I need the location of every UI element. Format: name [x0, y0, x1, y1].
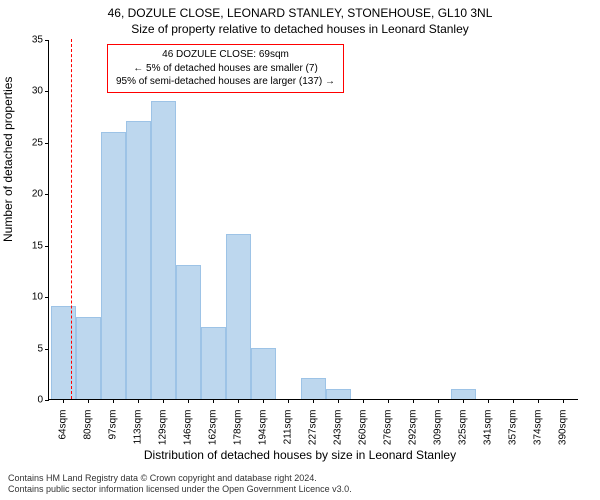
x-tick-label: 178sqm	[233, 410, 244, 450]
histogram-bar	[326, 389, 351, 399]
title-line1: 46, DOZULE CLOSE, LEONARD STANLEY, STONE…	[0, 6, 600, 20]
x-tick-mark	[563, 399, 564, 403]
x-tick-mark	[463, 399, 464, 403]
x-tick-label: 211sqm	[283, 410, 294, 450]
x-tick-mark	[188, 399, 189, 403]
x-tick-mark	[238, 399, 239, 403]
histogram-bar	[301, 378, 326, 399]
x-tick-mark	[388, 399, 389, 403]
x-tick-mark	[288, 399, 289, 403]
x-tick-mark	[488, 399, 489, 403]
x-tick-mark	[363, 399, 364, 403]
x-tick-label: 357sqm	[508, 410, 519, 450]
info-box-line2: ← 5% of detached houses are smaller (7)	[116, 62, 335, 76]
x-tick-mark	[438, 399, 439, 403]
y-tick-mark	[45, 91, 49, 92]
histogram-bar	[101, 132, 126, 399]
x-tick-mark	[263, 399, 264, 403]
x-tick-label: 64sqm	[58, 410, 69, 450]
x-tick-label: 390sqm	[558, 410, 569, 450]
y-tick-label: 20	[23, 189, 43, 200]
histogram-bar	[251, 348, 276, 399]
x-tick-label: 292sqm	[408, 410, 419, 450]
info-box: 46 DOZULE CLOSE: 69sqm ← 5% of detached …	[107, 44, 344, 93]
y-tick-label: 5	[23, 343, 43, 354]
x-tick-label: 309sqm	[433, 410, 444, 450]
x-tick-mark	[63, 399, 64, 403]
info-box-line3: 95% of semi-detached houses are larger (…	[116, 75, 335, 89]
x-tick-mark	[538, 399, 539, 403]
x-tick-label: 162sqm	[208, 410, 219, 450]
y-tick-label: 15	[23, 240, 43, 251]
footer-line1: Contains HM Land Registry data © Crown c…	[8, 473, 352, 485]
y-tick-mark	[45, 400, 49, 401]
x-tick-label: 146sqm	[183, 410, 194, 450]
y-tick-mark	[45, 194, 49, 195]
histogram-bar	[76, 317, 101, 399]
x-tick-mark	[513, 399, 514, 403]
histogram-bar	[226, 234, 251, 399]
y-tick-mark	[45, 349, 49, 350]
y-axis-label: Number of detached properties	[1, 77, 15, 242]
x-tick-mark	[163, 399, 164, 403]
x-tick-mark	[213, 399, 214, 403]
y-tick-label: 25	[23, 137, 43, 148]
reference-line	[71, 39, 72, 399]
title-line2: Size of property relative to detached ho…	[0, 22, 600, 36]
y-tick-label: 10	[23, 292, 43, 303]
x-tick-label: 243sqm	[333, 410, 344, 450]
x-tick-label: 325sqm	[458, 410, 469, 450]
x-tick-label: 341sqm	[483, 410, 494, 450]
y-tick-label: 35	[23, 35, 43, 46]
x-tick-mark	[313, 399, 314, 403]
y-tick-mark	[45, 40, 49, 41]
histogram-bar	[176, 265, 201, 399]
histogram-bar	[151, 101, 176, 399]
x-tick-mark	[113, 399, 114, 403]
x-tick-label: 113sqm	[133, 410, 144, 450]
x-tick-mark	[138, 399, 139, 403]
x-tick-mark	[338, 399, 339, 403]
footer-line2: Contains public sector information licen…	[8, 484, 352, 496]
histogram-bar	[201, 327, 226, 399]
info-box-line1: 46 DOZULE CLOSE: 69sqm	[116, 48, 335, 62]
footer: Contains HM Land Registry data © Crown c…	[8, 473, 352, 496]
chart-plot-area: 46 DOZULE CLOSE: 69sqm ← 5% of detached …	[48, 40, 578, 400]
x-tick-label: 260sqm	[358, 410, 369, 450]
y-tick-mark	[45, 297, 49, 298]
histogram-bar	[126, 121, 151, 399]
x-tick-label: 276sqm	[383, 410, 394, 450]
x-tick-label: 227sqm	[308, 410, 319, 450]
x-tick-label: 194sqm	[258, 410, 269, 450]
y-tick-mark	[45, 246, 49, 247]
x-tick-label: 129sqm	[158, 410, 169, 450]
y-tick-label: 30	[23, 86, 43, 97]
x-tick-mark	[413, 399, 414, 403]
y-tick-mark	[45, 143, 49, 144]
x-tick-label: 374sqm	[533, 410, 544, 450]
x-tick-label: 97sqm	[108, 410, 119, 450]
x-tick-label: 80sqm	[83, 410, 94, 450]
x-tick-mark	[88, 399, 89, 403]
y-tick-label: 0	[23, 395, 43, 406]
x-axis-label: Distribution of detached houses by size …	[0, 448, 600, 462]
histogram-bar	[451, 389, 476, 399]
